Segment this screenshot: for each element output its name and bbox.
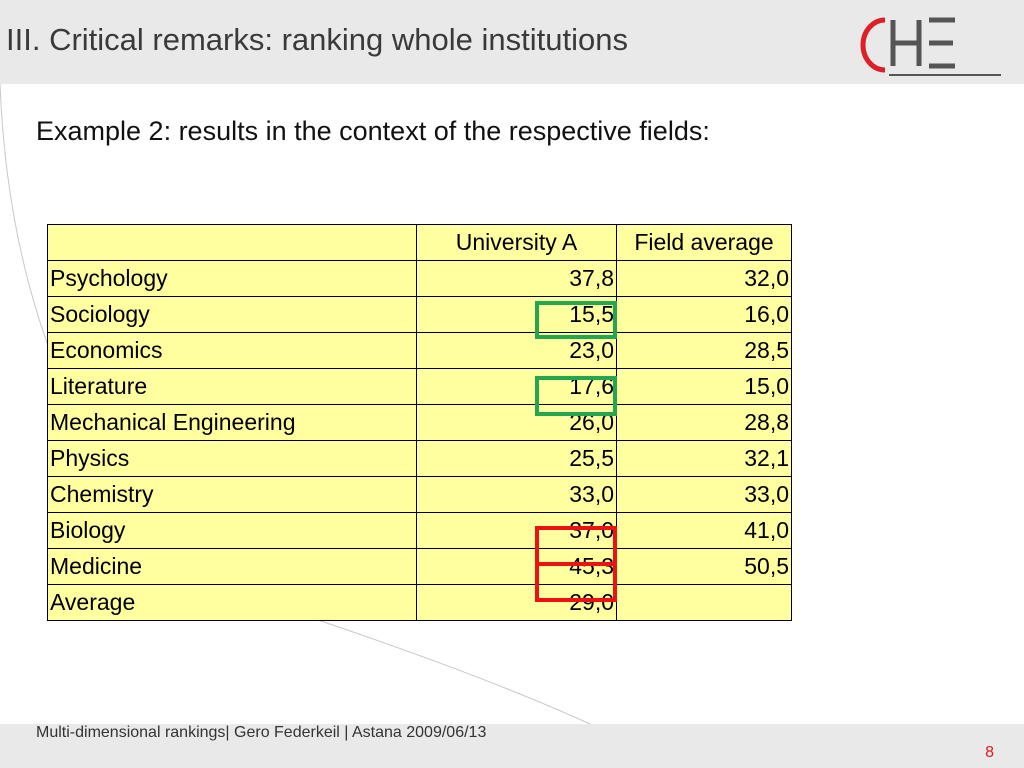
field-name-cell: Mechanical Engineering — [47, 404, 417, 441]
field-name-cell: Average — [47, 584, 417, 621]
university-a-cell: 23,0 — [416, 332, 617, 369]
field-average-cell: 16,0 — [616, 296, 792, 333]
university-a-cell: 37,8 — [416, 260, 617, 297]
slide-title: III. Critical remarks: ranking whole ins… — [6, 22, 628, 57]
field-average-cell: 32,0 — [616, 260, 792, 297]
page-number: 8 — [985, 744, 994, 761]
field-average-cell: 28,5 — [616, 332, 792, 369]
field-average-cell: 15,0 — [616, 368, 792, 405]
footer-bar: Multi-dimensional rankings| Gero Federke… — [0, 724, 1024, 768]
table-row: Chemistry 33,0 33,0 — [47, 476, 792, 513]
field-average-cell: 50,5 — [616, 548, 792, 585]
table-row: Physics 25,5 32,1 — [47, 440, 792, 477]
table-header-row: University A Field average — [47, 224, 792, 261]
table-row: Sociology 15,5 16,0 — [47, 296, 792, 333]
header-cell-field-average: Field average — [616, 224, 792, 261]
highlight-box-literature — [535, 376, 617, 416]
che-logo — [860, 17, 1001, 76]
field-name-cell: Physics — [47, 440, 417, 477]
table-row: Biology 37,0 41,0 — [47, 512, 792, 549]
highlight-box-medicine — [535, 562, 617, 602]
results-table: University A Field average Psychology 37… — [47, 224, 792, 621]
table-row: Psychology 37,8 32,0 — [47, 260, 792, 297]
table-row: Literature 17,6 15,0 — [47, 368, 792, 405]
table-row: Medicine 45,3 50,5 — [47, 548, 792, 585]
field-name-cell: Economics — [47, 332, 417, 369]
field-name-cell: Sociology — [47, 296, 417, 333]
university-a-cell: 45,3 — [416, 548, 617, 585]
field-name-cell: Biology — [47, 512, 417, 549]
table-row: Average 29,0 — [47, 584, 792, 621]
slide-subtitle: Example 2: results in the context of the… — [36, 116, 710, 146]
field-average-cell: 33,0 — [616, 476, 792, 513]
field-name-cell: Psychology — [47, 260, 417, 297]
table-row: Economics 23,0 28,5 — [47, 332, 792, 369]
field-average-cell: 41,0 — [616, 512, 792, 549]
field-name-cell: Literature — [47, 368, 417, 405]
footer-text: Multi-dimensional rankings| Gero Federke… — [36, 724, 487, 741]
highlight-box-sociology — [535, 301, 617, 339]
header-cell-empty — [47, 224, 417, 261]
field-average-cell: 28,8 — [616, 404, 792, 441]
university-a-cell: 29,0 — [416, 584, 617, 621]
field-name-cell: Chemistry — [47, 476, 417, 513]
highlight-box-biology — [535, 526, 617, 566]
field-name-cell: Medicine — [47, 548, 417, 585]
header-cell-university-a: University A — [416, 224, 617, 261]
university-a-cell: 33,0 — [416, 476, 617, 513]
field-average-cell — [616, 584, 792, 621]
header-bar: III. Critical remarks: ranking whole ins… — [0, 0, 1024, 84]
university-a-cell: 25,5 — [416, 440, 617, 477]
field-average-cell: 32,1 — [616, 440, 792, 477]
table-row: Mechanical Engineering 26,0 28,8 — [47, 404, 792, 441]
